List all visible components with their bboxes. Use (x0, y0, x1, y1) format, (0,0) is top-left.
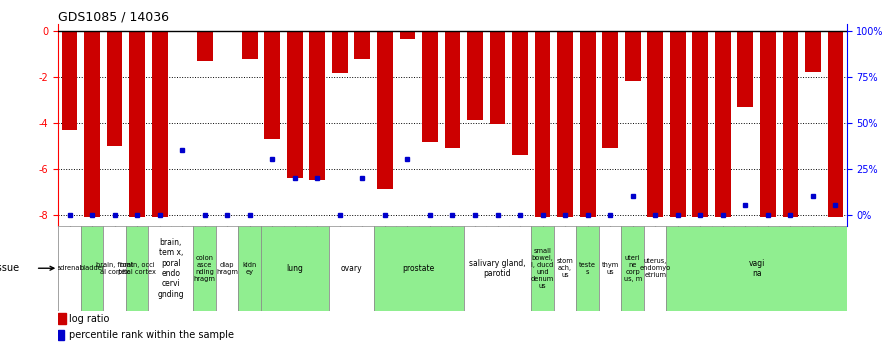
Bar (622, 226, 644, 310)
Bar (62, 31, 77, 130)
Text: stom
ach,
us: stom ach, us (556, 258, 573, 278)
Bar (329, 226, 374, 310)
Bar (377, 31, 392, 189)
Bar (625, 31, 641, 81)
Text: ovary: ovary (340, 264, 362, 273)
Bar (602, 31, 618, 148)
Bar (693, 31, 708, 217)
Bar (149, 226, 194, 310)
Bar (81, 226, 103, 310)
Bar (400, 31, 416, 39)
Bar (197, 31, 212, 61)
Bar (129, 31, 145, 217)
Bar (374, 226, 464, 310)
Text: brain, front
al cortex: brain, front al cortex (96, 262, 134, 275)
Text: vagi
na: vagi na (748, 258, 765, 278)
Bar (125, 226, 149, 310)
Bar (535, 31, 550, 217)
Bar (216, 226, 238, 310)
Bar (670, 31, 685, 217)
Bar (355, 31, 370, 59)
Bar (194, 226, 216, 310)
Bar (422, 31, 438, 142)
Bar (84, 31, 100, 217)
Bar (828, 31, 843, 217)
Bar (242, 31, 258, 59)
Text: kidn
ey: kidn ey (243, 262, 257, 275)
Text: brain,
tem x,
poral
endo
cervi
gnding: brain, tem x, poral endo cervi gnding (158, 238, 185, 299)
Text: colon
asce
nding
hragm: colon asce nding hragm (194, 255, 216, 282)
Bar (554, 226, 576, 310)
Text: tissue: tissue (0, 263, 20, 273)
Bar (264, 31, 280, 139)
Bar (58, 313, 66, 324)
Bar (58, 226, 81, 310)
Bar (557, 31, 573, 217)
Bar (103, 226, 125, 310)
Bar (464, 226, 531, 310)
Bar (489, 31, 505, 124)
Text: GDS1085 / 14036: GDS1085 / 14036 (58, 10, 169, 23)
Bar (644, 226, 667, 310)
Text: adrenal: adrenal (56, 265, 82, 271)
Text: percentile rank within the sample: percentile rank within the sample (70, 330, 235, 340)
Bar (782, 31, 798, 217)
Bar (580, 31, 596, 217)
Text: thym
us: thym us (601, 262, 619, 275)
Bar (467, 31, 483, 120)
Bar (309, 31, 325, 180)
Bar (444, 31, 461, 148)
Bar (513, 31, 528, 155)
Bar (151, 31, 168, 217)
Text: uterus,
endomyo
etrium: uterus, endomyo etrium (640, 258, 671, 278)
Text: brain, occi
pital cortex: brain, occi pital cortex (118, 262, 156, 275)
Bar (332, 31, 348, 73)
Text: lung: lung (287, 264, 303, 273)
Bar (715, 31, 731, 217)
Bar (760, 31, 776, 217)
Bar (58, 330, 65, 340)
Text: uteri
ne
corp
us, m: uteri ne corp us, m (624, 255, 642, 282)
Bar (737, 31, 754, 107)
Bar (107, 31, 123, 146)
Text: salivary gland,
parotid: salivary gland, parotid (470, 258, 526, 278)
Bar (261, 226, 329, 310)
Text: log ratio: log ratio (70, 314, 110, 324)
Bar (220, 31, 235, 32)
Bar (174, 31, 190, 32)
Bar (667, 226, 847, 310)
Bar (576, 226, 599, 310)
Bar (531, 226, 554, 310)
Text: bladder: bladder (79, 265, 105, 271)
Bar (647, 31, 663, 217)
Bar (238, 226, 261, 310)
Bar (805, 31, 821, 72)
Bar (599, 226, 622, 310)
Text: diap
hragm: diap hragm (216, 262, 238, 275)
Text: prostate: prostate (402, 264, 435, 273)
Text: teste
s: teste s (579, 262, 596, 275)
Bar (287, 31, 303, 178)
Text: small
bowel,
I, ducd
und
denum
us: small bowel, I, ducd und denum us (531, 248, 555, 289)
